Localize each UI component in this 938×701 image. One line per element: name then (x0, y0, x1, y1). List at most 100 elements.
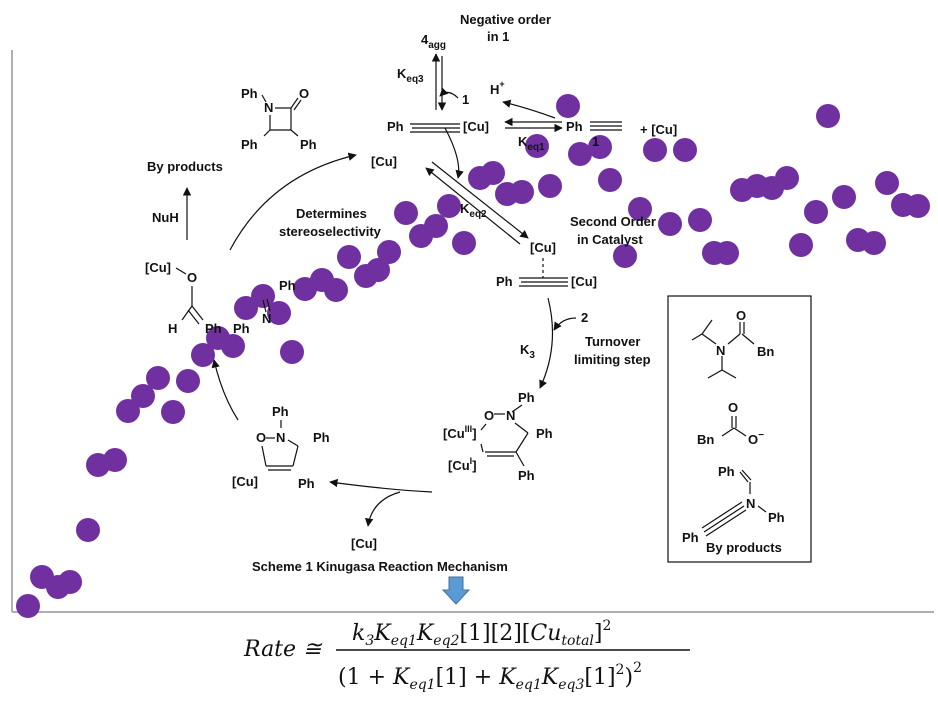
carbox-o: O (728, 400, 738, 415)
scatter-dot (103, 448, 127, 472)
scatter-dot (862, 231, 886, 255)
scatter-dot (16, 594, 40, 618)
ph-alkyne: Ph (566, 119, 583, 134)
isox-ph-c4: Ph (298, 476, 315, 491)
scatter-dot (673, 138, 697, 162)
scatter-dot (394, 201, 418, 225)
k3-arrow (539, 297, 554, 389)
agg-label: 4agg (421, 32, 446, 51)
scatter-dot (221, 334, 245, 358)
carbox-bn: Bn (697, 432, 714, 447)
amide-ipr1-c (701, 333, 717, 345)
scatter-dot (116, 399, 140, 423)
ph-cu-left: Ph (387, 119, 404, 134)
isox-bond-n-c3 (287, 439, 299, 447)
isox-o: O (256, 430, 266, 445)
isox-ph-n: Ph (272, 404, 289, 419)
two-label: 2 (581, 310, 588, 325)
scatter-dot (906, 194, 930, 218)
eq2-arrow-up (425, 167, 521, 245)
isox-n: N (276, 430, 285, 445)
meta-bond-n-c (514, 422, 529, 434)
nitrone-bond-b (266, 298, 271, 312)
scatter-dot (613, 244, 637, 268)
scatter-dot (452, 231, 476, 255)
nitrone-ph-n: Ph (233, 321, 250, 336)
k3-label: K3 (520, 342, 535, 361)
nitrone-ph-top: Ph (279, 278, 296, 293)
cu-bottom: [Cu] (351, 536, 377, 551)
determines-line1: Determines (296, 206, 367, 221)
scatter-dot (76, 518, 100, 542)
lactam-bond-co-b (293, 99, 302, 111)
scatter-dots (16, 94, 930, 618)
byproducts-box-label: By products (706, 540, 782, 555)
isox-bond-c3-c4 (292, 445, 299, 467)
scatter-dot (588, 135, 612, 159)
scatter-dot (234, 296, 258, 320)
enolate-bond-c-ph-a (191, 305, 204, 321)
keq3-label: Keq3 (397, 66, 424, 85)
cycle-left-arrow (211, 359, 239, 421)
scatter-dot (267, 301, 291, 325)
carbox-om: O− (748, 430, 764, 447)
nitrone-n: N (262, 311, 271, 326)
ynamine-ph-top: Ph (718, 464, 735, 479)
meta-o: O (484, 408, 494, 423)
one-a-curve (439, 87, 459, 99)
ynamine-ph-n: Ph (768, 510, 785, 525)
cu-release-arrow (365, 491, 401, 527)
lactam-ph-b: Ph (300, 137, 317, 152)
ph-pi-left: Ph (496, 274, 513, 289)
ph-cu-right: [Cu] (463, 119, 489, 134)
mechanism-scheme: Negative order in 1 4agg Keq3 1 H+ Ph [C… (145, 12, 677, 574)
by-products-left: By products (147, 159, 223, 174)
ynamine-alk-b (705, 509, 747, 537)
rate-denominator: (1 + Keq1[1] + Keq1Keq3[1]2)2 (338, 660, 642, 693)
scatter-dot (875, 171, 899, 195)
amide-o: O (736, 308, 746, 323)
scatter-dot (424, 214, 448, 238)
scatter-dot (568, 142, 592, 166)
meta-ph-c2: Ph (518, 468, 535, 483)
amide-ipr1-b (701, 319, 713, 335)
h-plus-label: H+ (490, 79, 505, 97)
amide-ipr1-a (691, 333, 703, 341)
meta-n: N (506, 408, 515, 423)
one-b-label: 1 (592, 134, 599, 149)
enolate-bond-c-h (181, 305, 193, 321)
scatter-dot (832, 185, 856, 209)
amide-n-co (727, 333, 741, 345)
scatter-dot (628, 197, 652, 221)
scatter-dot (510, 180, 534, 204)
turnover-line2: limiting step (574, 352, 651, 367)
keq1-label: Keq1 (518, 134, 545, 153)
scatter-dot (715, 241, 739, 265)
isox-bond-o-c5 (261, 445, 267, 467)
cu-free: [Cu] (371, 154, 397, 169)
negative-order-note: Negative order in 1 (460, 12, 555, 44)
ynamine-alk-c (701, 501, 743, 529)
scatter-dot (658, 212, 682, 236)
scatter-dot (161, 400, 185, 424)
scatter-dot (146, 366, 170, 390)
cycle-top-arc (444, 127, 464, 179)
amide-ipr2-c (721, 369, 737, 379)
scatter-dot (643, 138, 667, 162)
ynamine-ch-b (741, 469, 752, 481)
ph-pi-right: [Cu] (571, 274, 597, 289)
plus-cu: + [Cu] (640, 122, 677, 137)
negative-order-line1: Negative order (460, 12, 551, 27)
scatter-dot (688, 208, 712, 232)
negative-order-line2: in 1 (487, 29, 509, 44)
h-plus-arrow (502, 99, 556, 119)
scheme-caption: Scheme 1 Kinugasa Reaction Mechanism (252, 559, 508, 574)
determines-note: Determines stereoselectivity (279, 206, 382, 239)
ynamine-n: N (746, 496, 755, 511)
eq2-arrow-down (431, 161, 529, 239)
lactam-bond-c4-ph (263, 129, 271, 137)
ynamine-ph-alk: Ph (682, 530, 699, 545)
enolate-ph: Ph (205, 321, 222, 336)
rate-numerator: k3Keq1Keq2[1][2][Cutotal]2 (352, 618, 611, 649)
scatter-dot (775, 166, 799, 190)
